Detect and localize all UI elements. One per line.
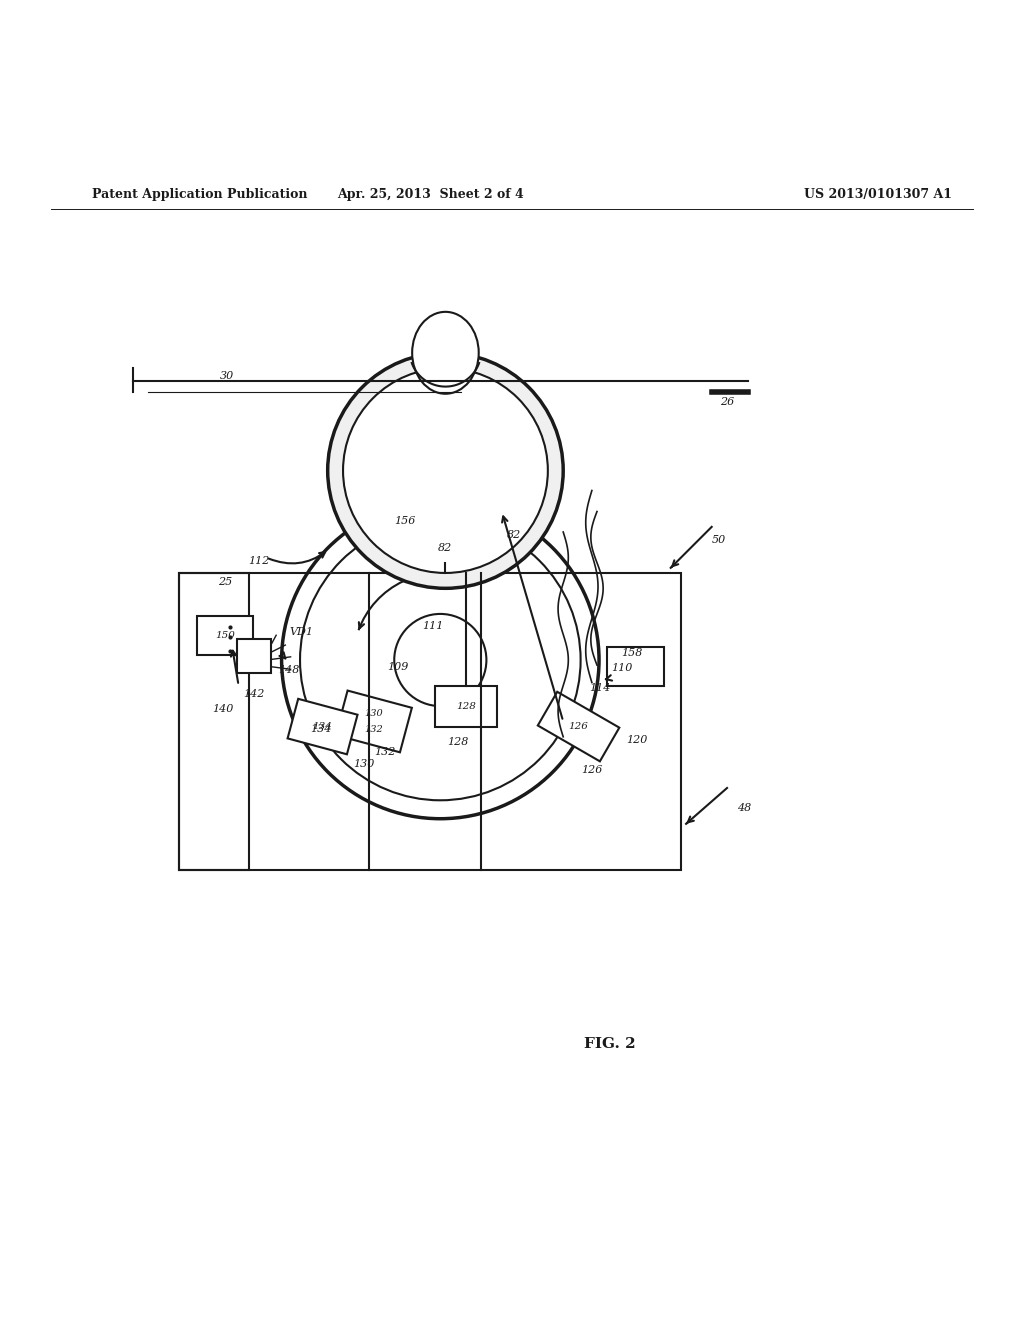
Text: 114: 114 (589, 682, 610, 693)
Text: 82: 82 (507, 531, 521, 540)
Text: 150: 150 (215, 631, 234, 640)
Text: 158: 158 (622, 648, 643, 657)
Text: Patent Application Publication: Patent Application Publication (92, 187, 307, 201)
Text: 111: 111 (422, 622, 443, 631)
Text: 120: 120 (627, 735, 648, 744)
Circle shape (328, 352, 563, 589)
Text: US 2013/0101307 A1: US 2013/0101307 A1 (804, 187, 952, 201)
Text: 130: 130 (353, 759, 375, 770)
Text: 140: 140 (212, 704, 233, 714)
Text: 50: 50 (712, 535, 726, 545)
Polygon shape (288, 698, 357, 754)
Text: 134: 134 (310, 723, 332, 734)
Text: 132: 132 (365, 725, 383, 734)
Text: 142: 142 (244, 689, 265, 698)
Bar (179, 573, 249, 870)
Text: 134: 134 (312, 722, 333, 731)
Ellipse shape (412, 312, 479, 393)
Text: 130: 130 (365, 709, 383, 718)
Polygon shape (336, 690, 412, 752)
Bar (237, 639, 270, 673)
Bar (418, 535, 473, 562)
Text: 112: 112 (248, 556, 269, 566)
Circle shape (343, 368, 548, 573)
Bar (179, 573, 681, 870)
Text: 132: 132 (374, 747, 395, 758)
Bar (197, 616, 253, 655)
Text: 26: 26 (720, 397, 734, 407)
Text: 48: 48 (737, 804, 752, 813)
Text: 82: 82 (438, 544, 453, 553)
Text: 110: 110 (611, 663, 633, 673)
Bar (607, 647, 664, 685)
Text: 109: 109 (387, 663, 409, 672)
Polygon shape (538, 692, 620, 762)
Text: Apr. 25, 2013  Sheet 2 of 4: Apr. 25, 2013 Sheet 2 of 4 (337, 187, 523, 201)
Text: 25: 25 (218, 577, 232, 587)
Bar (435, 685, 497, 726)
Text: VD1: VD1 (290, 627, 313, 638)
Text: 128: 128 (456, 702, 476, 710)
Text: 128: 128 (447, 737, 469, 747)
Text: 148: 148 (279, 665, 300, 676)
Text: 126: 126 (582, 764, 603, 775)
Text: FIG. 2: FIG. 2 (584, 1038, 635, 1051)
Text: 126: 126 (568, 722, 589, 731)
Text: 30: 30 (220, 371, 234, 381)
Text: 156: 156 (394, 516, 416, 525)
